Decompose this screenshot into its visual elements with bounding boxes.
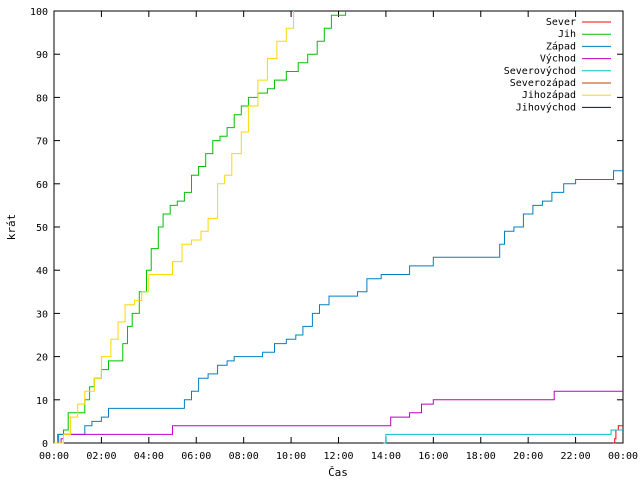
y-axis: 0 10 20 30 40 50 60 70 80 90 100	[30, 7, 623, 450]
legend-label: Sever	[546, 17, 576, 28]
legend-label: Východ	[540, 53, 576, 65]
x-tick-label: 02:00	[86, 451, 116, 462]
series-layer	[54, 11, 623, 444]
y-tick-label: 60	[36, 180, 48, 191]
series-line-sever	[613, 425, 623, 444]
x-axis: 00:00 02:00 04:00 06:00 08:00 10:00 12:00 14:00…	[39, 11, 638, 462]
legend: SeverJihZápadVýchodSeverovýchodSeverozáp…	[504, 17, 611, 113]
series-line-západ	[54, 170, 623, 444]
y-tick-label: 20	[36, 353, 48, 364]
series-line-jihozápad	[54, 11, 294, 444]
y-tick-label: 40	[36, 266, 48, 277]
y-tick-label: 80	[36, 93, 48, 104]
legend-label: Jihozápad	[522, 89, 576, 101]
legend-label: Severovýchod	[504, 65, 576, 77]
y-tick-label: 0	[42, 439, 48, 450]
x-tick-label: 00:00	[608, 451, 638, 462]
legend-label: Jih	[558, 29, 576, 40]
x-tick-label: 12:00	[323, 451, 353, 462]
y-tick-label: 100	[30, 7, 48, 18]
y-tick-label: 30	[36, 309, 48, 320]
y-tick-label: 70	[36, 137, 48, 148]
legend-label: Západ	[546, 40, 576, 52]
x-tick-label: 22:00	[561, 451, 591, 462]
series-line-severovýchod	[383, 429, 623, 444]
x-tick-label: 10:00	[276, 451, 306, 462]
x-tick-label: 06:00	[181, 451, 211, 462]
legend-label: Severozápad	[510, 77, 576, 89]
x-tick-label: 16:00	[418, 451, 448, 462]
legend-label: Jihovýchod	[516, 101, 576, 113]
x-axis-label: Čas	[328, 466, 348, 479]
x-tick-label: 20:00	[513, 451, 543, 462]
series-line-východ	[54, 390, 623, 444]
x-tick-label: 08:00	[229, 451, 259, 462]
x-tick-label: 00:00	[39, 451, 69, 462]
y-tick-label: 90	[36, 50, 48, 61]
x-tick-label: 18:00	[466, 451, 496, 462]
y-tick-label: 10	[36, 396, 48, 407]
y-tick-label: 50	[36, 223, 48, 234]
x-tick-label: 04:00	[134, 451, 164, 462]
x-tick-label: 14:00	[371, 451, 401, 462]
y-axis-label: krát	[5, 214, 18, 241]
